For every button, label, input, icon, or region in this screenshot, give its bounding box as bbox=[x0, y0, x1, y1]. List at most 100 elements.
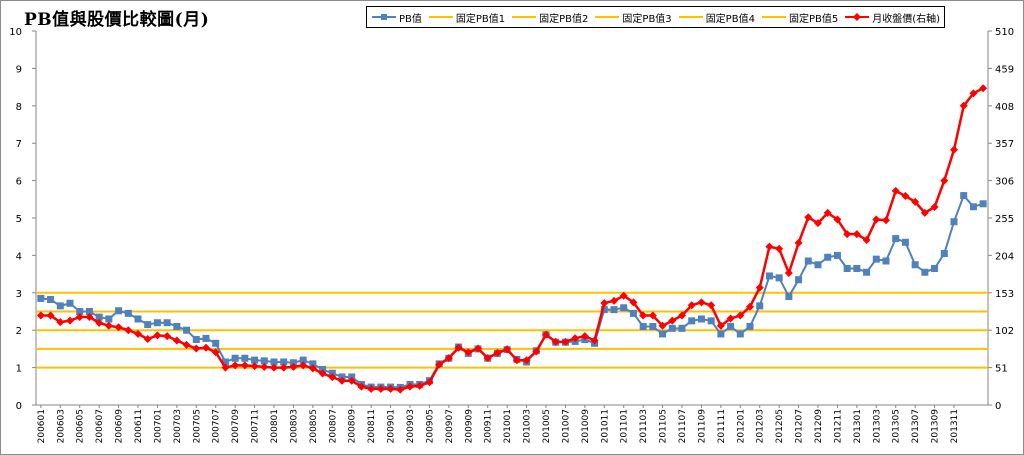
legend-label-fixed1: 固定PB值1 bbox=[455, 13, 506, 25]
x-tick-label: 201005 bbox=[542, 409, 552, 443]
price-point bbox=[571, 334, 580, 343]
y-right-tick-label: 510 bbox=[995, 27, 1014, 38]
price-point bbox=[736, 311, 745, 320]
pb-point bbox=[979, 200, 987, 208]
chart-title: PB值與股價比較圖(月) bbox=[24, 10, 210, 30]
y-left-tick-label: 0 bbox=[16, 401, 22, 412]
x-tick-label: 200703 bbox=[173, 409, 183, 443]
legend-marker-price-icon bbox=[845, 13, 870, 21]
pb-point bbox=[659, 330, 667, 338]
x-tick-label: 201205 bbox=[775, 409, 785, 443]
price-point bbox=[240, 361, 249, 370]
price-point bbox=[804, 213, 813, 222]
x-tick-label: 201107 bbox=[678, 409, 688, 443]
x-tick-label: 200803 bbox=[289, 409, 299, 443]
price-point bbox=[308, 364, 317, 373]
price-point bbox=[493, 348, 502, 357]
legend-item-fixed3: 固定PB值3 bbox=[594, 10, 672, 25]
pb-point bbox=[183, 326, 191, 334]
price-point bbox=[211, 348, 220, 357]
price-point bbox=[872, 215, 881, 224]
price-point bbox=[474, 344, 482, 353]
price-point bbox=[270, 363, 278, 372]
price-point bbox=[911, 197, 920, 206]
pb-point bbox=[765, 272, 773, 280]
x-tick-label: 201307 bbox=[911, 409, 921, 443]
price-point bbox=[192, 344, 201, 353]
x-tick-label: 200709 bbox=[231, 409, 241, 444]
price-point bbox=[95, 318, 104, 327]
pb-point bbox=[95, 313, 103, 321]
price-point bbox=[46, 311, 55, 320]
pb-point bbox=[192, 336, 200, 344]
x-tick-label: 201211 bbox=[833, 409, 843, 443]
y-left-tick-label: 5 bbox=[16, 214, 22, 225]
y-right-tick-label: 51 bbox=[995, 364, 1008, 375]
axes-group bbox=[32, 30, 992, 408]
pb-point bbox=[629, 309, 637, 317]
pb-point bbox=[892, 235, 900, 243]
price-point bbox=[202, 343, 210, 352]
pb-point bbox=[872, 255, 880, 263]
price-point bbox=[75, 313, 84, 321]
price-point bbox=[153, 331, 162, 340]
price-point bbox=[338, 376, 346, 385]
pb-point bbox=[105, 315, 113, 323]
x-tick-label: 201003 bbox=[523, 409, 533, 443]
price-point bbox=[590, 336, 599, 345]
y-right-tick-label: 153 bbox=[995, 289, 1014, 300]
price-point bbox=[532, 347, 541, 356]
legend-label-fixed3: 固定PB值3 bbox=[622, 13, 672, 25]
price-point bbox=[299, 361, 308, 370]
x-tick-labels: 200601 200603 200605 200607 200609 200611 2007… bbox=[37, 409, 960, 444]
price-point bbox=[600, 299, 609, 308]
pb-point bbox=[134, 315, 142, 323]
price-point bbox=[396, 385, 405, 394]
x-tick-label: 201209 bbox=[814, 409, 824, 444]
pb-point bbox=[824, 253, 832, 261]
x-tick-label: 200907 bbox=[445, 409, 455, 443]
series-pb bbox=[37, 192, 987, 391]
price-point bbox=[746, 302, 754, 311]
legend-line-fixed1-icon bbox=[428, 16, 453, 18]
price-point bbox=[716, 321, 725, 330]
x-tick-label: 200905 bbox=[425, 409, 435, 443]
y-left-tick-label: 9 bbox=[16, 64, 22, 75]
price-point bbox=[124, 326, 133, 335]
price-point bbox=[114, 323, 123, 332]
price-point bbox=[687, 301, 696, 310]
price-point bbox=[66, 316, 74, 325]
x-tick-label: 201207 bbox=[795, 409, 805, 443]
x-tick-label: 201103 bbox=[639, 409, 649, 443]
price-point bbox=[347, 376, 356, 385]
price-point bbox=[279, 363, 288, 372]
pb-point bbox=[775, 274, 783, 282]
x-tick-label: 200607 bbox=[95, 409, 105, 443]
x-tick-label: 201309 bbox=[931, 409, 941, 444]
pb-point bbox=[756, 302, 764, 310]
pb-point bbox=[950, 218, 958, 226]
price-point bbox=[619, 291, 628, 300]
chart-legend: PB值 固定PB值1 固定PB值2 固定PB值3 固定PB值4 固定PB值5 月… bbox=[366, 6, 946, 28]
legend-label-fixed2: 固定PB值2 bbox=[539, 13, 589, 25]
y-left-tick-label: 3 bbox=[16, 289, 22, 300]
legend-item-fixed5: 固定PB值5 bbox=[761, 10, 838, 25]
x-tick-label: 200701 bbox=[153, 409, 163, 443]
pb-point bbox=[309, 360, 317, 368]
price-point bbox=[522, 356, 531, 365]
price-point bbox=[464, 348, 473, 357]
x-tick-label: 200711 bbox=[251, 409, 261, 443]
price-point bbox=[755, 283, 764, 292]
x-tick-label: 201009 bbox=[581, 409, 591, 444]
y-right-tick-label: 357 bbox=[995, 139, 1014, 150]
price-point bbox=[454, 343, 463, 352]
price-point bbox=[833, 215, 842, 224]
legend-marker-pb-icon bbox=[372, 14, 396, 20]
price-point bbox=[726, 314, 735, 323]
pb-point bbox=[610, 306, 618, 314]
legend-item-fixed4: 固定PB值4 bbox=[678, 10, 755, 25]
pb-point bbox=[697, 315, 705, 323]
pb-point bbox=[66, 299, 74, 307]
price-point bbox=[483, 354, 492, 363]
